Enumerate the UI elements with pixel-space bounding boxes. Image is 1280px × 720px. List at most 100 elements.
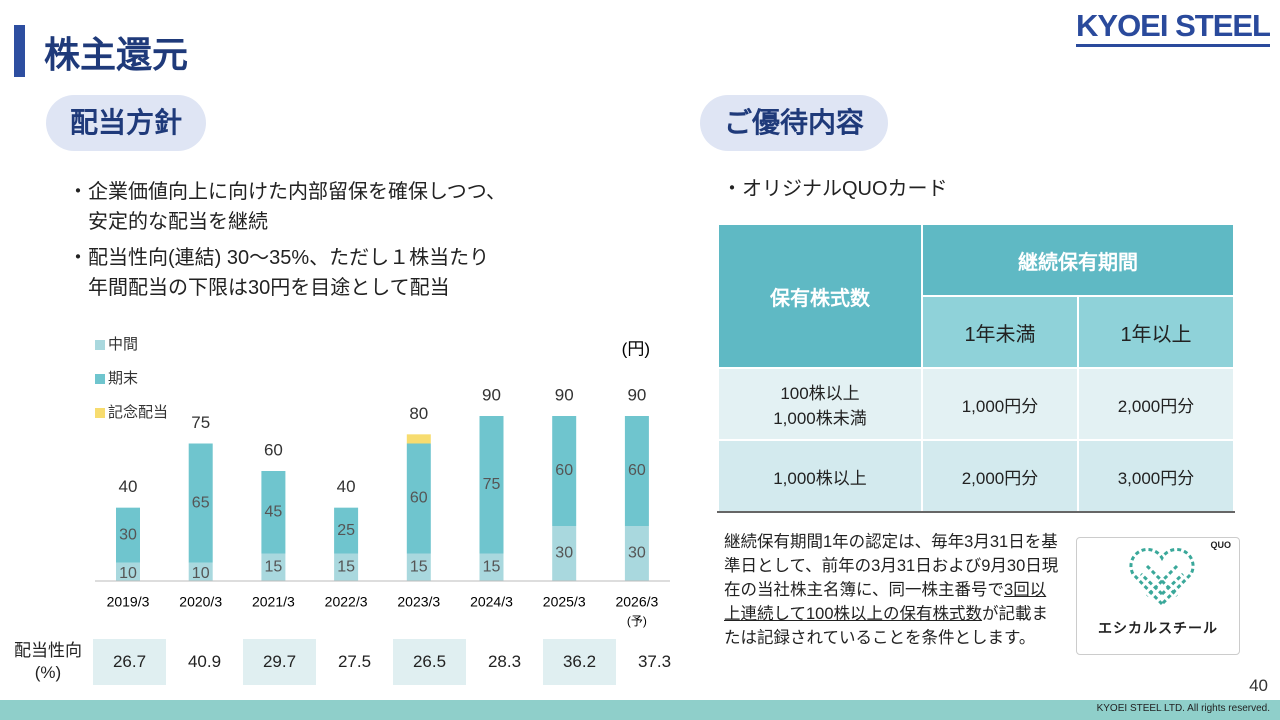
title-bar <box>14 25 25 77</box>
segment-label: 30 <box>119 526 137 543</box>
payout-table: 26.7 40.9 29.7 27.5 26.5 28.3 36.2 37.3 <box>91 637 693 687</box>
bar-segment <box>116 507 140 563</box>
header-cell: 1年未満 <box>921 295 1079 369</box>
payout-cell: 29.7 <box>241 637 318 687</box>
payout-cell: 27.5 <box>316 637 393 687</box>
legend-label: 期末 <box>108 370 138 387</box>
total-label: 90 <box>482 385 501 404</box>
payout-label: 配当性向 (%) <box>8 640 88 684</box>
cell: 1,000円分 <box>921 367 1079 441</box>
bar-segment <box>406 553 431 581</box>
section-heading: ご優待内容 <box>700 95 889 151</box>
header-cell: 保有株式数 <box>717 223 923 369</box>
unit: (円) <box>622 339 650 358</box>
total-label: 75 <box>191 413 210 432</box>
total-label: 60 <box>264 440 283 459</box>
bar-segment <box>406 434 431 444</box>
bullet-text: 配当性向(連結) 30～35%、ただし１株当たり 年間配当の下限は30円を目途と… <box>88 247 490 299</box>
legend-swatch <box>95 340 105 350</box>
x-tick-label: 2024/3 <box>470 594 513 610</box>
segment-label: 15 <box>265 558 283 575</box>
page-number: 40 <box>1249 676 1268 695</box>
bar-segment <box>406 443 431 554</box>
bar-segment <box>624 416 649 526</box>
quo-card: QUO エシカルスチール <box>1076 537 1240 655</box>
segment-label: 60 <box>410 490 428 507</box>
x-tick-label: 2023/3 <box>397 594 440 610</box>
footer-bar <box>0 700 1280 720</box>
segment-label: 60 <box>555 462 573 479</box>
bullet-text: オリジナルQUOカード <box>742 178 948 200</box>
x-tick-label: 2022/3 <box>325 594 368 610</box>
card-brand: QUO <box>1210 540 1231 550</box>
segment-label: 15 <box>337 558 355 575</box>
legend-label: 記念配当 <box>108 403 168 421</box>
copyright: KYOEI STEEL LTD. All rights reserved. <box>1096 703 1270 714</box>
bar-segment <box>552 526 577 581</box>
total-label: 90 <box>555 385 574 404</box>
card-name: エシカルスチール <box>1098 620 1218 636</box>
bar-segment <box>188 562 213 581</box>
bar-segment <box>624 526 649 581</box>
section-heading: 配当方針 <box>46 95 207 151</box>
bar-segment <box>479 553 504 581</box>
segment-label: 45 <box>265 503 283 520</box>
bullet-text: 企業価値向上に向けた内部留保を確保しつつ、 安定的な配当を継続 <box>88 181 506 233</box>
bar-segment <box>261 471 286 554</box>
segment-label: 10 <box>192 565 210 582</box>
bullet: ・オリジナルQUOカード <box>722 178 948 200</box>
note-text: 継続保有期間1年の認定は、毎年3月31日を基準日として、前年の3月31日および9… <box>724 533 1059 599</box>
cell: 100株以上 1,000株未満 <box>717 367 923 441</box>
cell: 2,000円分 <box>921 439 1079 513</box>
category-note: (予) <box>627 614 647 628</box>
x-tick-label: 2026/3 <box>615 594 658 610</box>
payout-cell: 26.7 <box>91 637 168 687</box>
total-label: 40 <box>119 477 138 496</box>
note-text: が記載または記録されていることを条件とします。 <box>724 605 1049 647</box>
total-label: 40 <box>337 477 356 496</box>
x-tick-label: 2025/3 <box>543 594 586 610</box>
x-tick-label: 2021/3 <box>252 594 295 610</box>
bar-segment <box>261 553 286 581</box>
legend-swatch <box>95 408 105 418</box>
unit: (%) <box>34 663 62 682</box>
payout-cell: 37.3 <box>616 637 693 687</box>
heart-icon <box>1129 547 1195 607</box>
segment-label: 15 <box>483 558 501 575</box>
payout-cell: 40.9 <box>166 637 243 687</box>
benefit-table: 保有株式数 継続保有期間 1年未満 1年以上 100株以上 1,000株未満 1,00… <box>717 223 1235 513</box>
segment-label: 10 <box>119 565 137 582</box>
segment-label: 25 <box>337 522 355 539</box>
header-cell: 1年以上 <box>1077 295 1235 369</box>
bar-segment <box>479 416 504 554</box>
x-tick-label: 2020/3 <box>179 594 222 610</box>
segment-label: 30 <box>555 545 573 562</box>
payout-cell: 36.2 <box>541 637 618 687</box>
segment-label: 65 <box>192 494 210 511</box>
note-underlined: 3回以上連続して100株以上の保有株式数 <box>724 581 1047 623</box>
bullet: ・配当性向(連結) 30～35%、ただし１株当たり 年間配当の下限は30円を目途… <box>68 247 490 299</box>
x-tick-label: 2019/3 <box>107 594 150 610</box>
cell: 3,000円分 <box>1077 439 1235 513</box>
bar-segment <box>116 562 140 581</box>
header-cell: 継続保有期間 <box>921 223 1235 297</box>
segment-label: 15 <box>410 558 428 575</box>
bullet: ・企業価値向上に向けた内部留保を確保しつつ、 安定的な配当を継続 <box>68 181 506 233</box>
logo: KYOEI STEEL <box>1076 8 1271 47</box>
bullet-list: ・企業価値向上に向けた内部留保を確保しつつ、 安定的な配当を継続 ・配当性向(連… <box>68 177 506 303</box>
segment-label: 60 <box>628 462 646 479</box>
segment-label: 75 <box>483 476 501 493</box>
legend-swatch <box>95 374 105 384</box>
total-label: 80 <box>409 404 428 423</box>
bar-segment <box>188 443 213 563</box>
segment-label: 30 <box>628 545 646 562</box>
bar-segment <box>334 553 359 581</box>
payout-cell: 28.3 <box>466 637 543 687</box>
payout-cell: 26.5 <box>391 637 468 687</box>
cell: 1,000株以上 <box>717 439 923 513</box>
title: 株主還元 <box>44 34 189 75</box>
cell: 2,000円分 <box>1077 367 1235 441</box>
total-label: 90 <box>627 385 646 404</box>
